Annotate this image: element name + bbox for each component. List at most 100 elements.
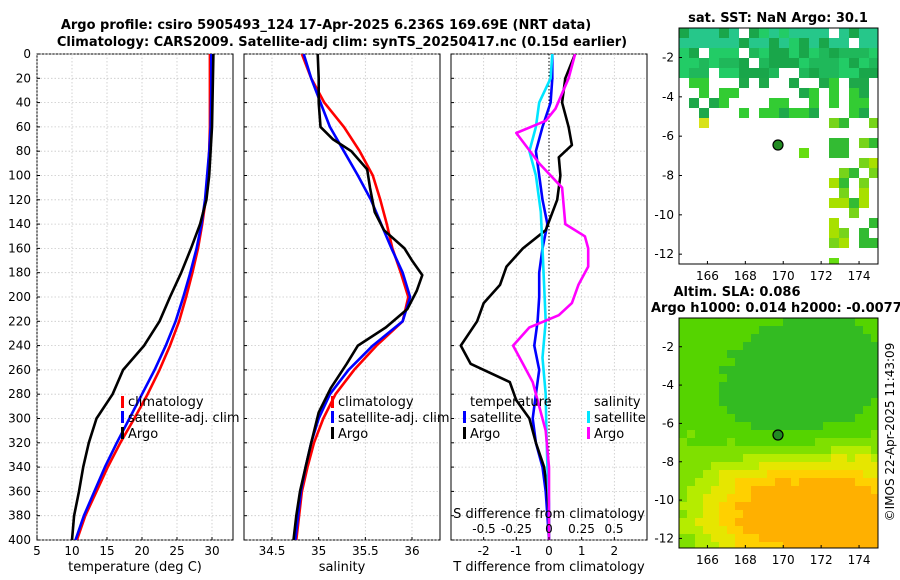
sla-cell [847,518,856,527]
sst-map-title: sat. SST: NaN Argo: 30.1 [688,11,868,26]
sla-cell [743,358,752,367]
sst-cell [759,28,769,38]
sla-cell [695,502,704,511]
sla-cell [847,374,856,383]
sla-cell [855,398,864,407]
sla-cell [727,350,736,359]
sla-cell [727,390,736,399]
sla-cell [687,414,696,423]
sla-cell [743,438,752,447]
sla-cell [839,382,848,391]
sla-cell [783,350,792,359]
sla-cell [839,318,848,327]
sla-cell [711,326,720,335]
sla-cell [783,326,792,335]
sla-cell [823,470,832,479]
lat-tick-label: -12 [654,531,674,545]
sla-cell [823,390,832,399]
sst-cell [729,48,739,58]
sla-cell [751,478,760,487]
sla-cell [687,542,696,548]
sla-cell [847,494,856,503]
sla-cell [743,430,752,439]
sst-cell [859,28,869,38]
sst-cell [769,98,779,108]
lat-tick-label: -8 [662,169,674,183]
sla-cell [711,430,720,439]
sla-cell [871,494,878,503]
depth-tick-label: 340 [8,460,31,474]
sla-cell [831,430,840,439]
sla-cell [815,326,824,335]
sla-cell [831,326,840,335]
sla-cell [743,502,752,511]
sla-cell [711,366,720,375]
sla-cell [767,414,776,423]
sla-cell [751,358,760,367]
sla-cell [751,526,760,535]
depth-tick-label: 220 [8,314,31,328]
sla-cell [871,382,878,391]
sla-cell [871,446,878,455]
sla-cell [855,422,864,431]
sla-cell [767,342,776,351]
sla-cell [847,326,856,335]
sla-cell [815,470,824,479]
sla-cell [687,430,696,439]
sla-cell [767,430,776,439]
sla-cell [687,534,696,543]
sla-cell [687,342,696,351]
sla-cell [783,374,792,383]
sst-cell [769,68,779,78]
sla-cell [695,350,704,359]
sst-cell [819,48,829,58]
sla-cell [735,542,744,548]
sla-cell [751,502,760,511]
sla-cell [855,462,864,471]
sla-cell [815,494,824,503]
sla-cell [863,414,872,423]
sla-cell [823,430,832,439]
sla-cell [839,358,848,367]
sla-cell [799,422,808,431]
sst-cell [859,158,869,168]
sla-cell [831,494,840,503]
sla-cell [815,462,824,471]
sla-cell [735,534,744,543]
sla-cell [831,374,840,383]
sla-cell [871,350,878,359]
sla-cell [751,542,760,548]
sla-cell [823,334,832,343]
sla-cell [783,526,792,535]
sla-cell [871,366,878,375]
sla-cell [751,334,760,343]
sst-cell [699,58,709,68]
x-tick-label: 5 [33,544,41,558]
sla-cell [695,334,704,343]
legend-title-salinity: salinity [594,395,641,410]
sla-cell [791,406,800,415]
sst-cell [709,98,719,108]
sla-cell [695,406,704,415]
sla-cell [703,526,712,535]
lon-tick-label: 174 [848,553,871,567]
sla-cell [775,446,784,455]
sla-cell [831,334,840,343]
sla-cell [711,422,720,431]
sla-cell [863,510,872,519]
sla-cell [823,366,832,375]
sst-cell [869,38,878,48]
sla-cell [767,422,776,431]
sla-cell [831,406,840,415]
sla-cell [847,414,856,423]
sla-cell [679,406,688,415]
sst-cell [859,188,869,198]
sla-cell [767,350,776,359]
sla-cell [711,478,720,487]
sla-cell [767,406,776,415]
sla-cell [719,462,728,471]
sla-cell [751,446,760,455]
sla-cell [743,478,752,487]
sst-cell [829,78,839,88]
sst-cell [689,38,699,48]
